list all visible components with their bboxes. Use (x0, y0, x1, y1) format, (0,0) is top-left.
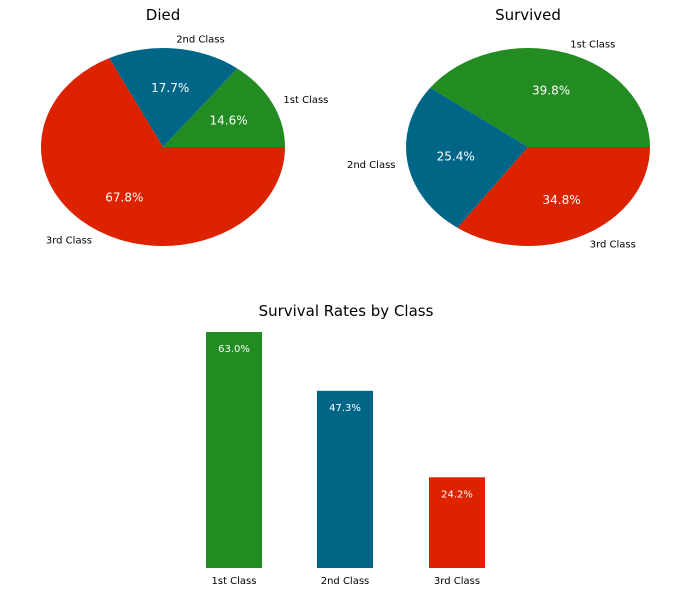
died-category-label-3rd-class: 3rd Class (46, 235, 92, 246)
survival-rate-bar-chart: Survival Rates by Class 63.0%47.3%24.2% … (206, 302, 485, 587)
survived-percent-label-2nd-class: 25.4% (437, 149, 475, 163)
bar-x-tick-labels: 1st Class 2nd Class 3rd Class (212, 576, 481, 587)
died-percent-label-2nd-class: 17.7% (151, 81, 189, 95)
died-pie-labels: 14.6% 1st Class 17.7% 2nd Class 67.8% 3rd Cla… (46, 35, 329, 247)
bar-value-labels: 63.0% 47.3% 24.2% (218, 344, 473, 500)
bar-tick-label-1st-class: 1st Class (212, 576, 257, 587)
died-pie-slices (40, 47, 285, 246)
survived-percent-label-3rd-class: 34.8% (543, 193, 581, 207)
died-slice-1st-class (163, 68, 285, 147)
died-slice-2nd-class (109, 47, 238, 148)
bar-chart-title: Survival Rates by Class (259, 302, 434, 320)
survived-slice-2nd-class (406, 87, 528, 228)
bar-3rd-class (429, 477, 485, 568)
bar-tick-label-2nd-class: 2nd Class (321, 576, 370, 587)
bar-tick-label-3rd-class: 3rd Class (434, 576, 480, 587)
survived-category-label-2nd-class: 2nd Class (347, 160, 396, 171)
survived-pie-title: Survived (495, 6, 561, 24)
survived-category-label-3rd-class: 3rd Class (590, 240, 636, 251)
survived-pie-chart: Survived 39.8% 1st Class 25.4% 2nd Class 34.… (347, 6, 650, 251)
bar-series (206, 332, 485, 568)
survived-percent-label-1st-class: 39.8% (532, 84, 570, 98)
bar-2nd-class (317, 390, 373, 568)
survived-pie-labels: 39.8% 1st Class 25.4% 2nd Class 34.8% 3rd Cla… (347, 40, 636, 251)
died-category-label-2nd-class: 2nd Class (176, 35, 225, 46)
died-percent-label-1st-class: 14.6% (210, 114, 248, 128)
died-slice-3rd-class (40, 58, 285, 246)
died-category-label-1st-class: 1st Class (283, 95, 328, 106)
died-pie-chart: Died 14.6% 1st Class 17.7% 2nd Class 67.8% 3r… (40, 6, 329, 247)
died-percent-label-3rd-class: 67.8% (105, 190, 143, 204)
bar-value-label-1st-class: 63.0% (218, 344, 250, 355)
survived-category-label-1st-class: 1st Class (570, 40, 615, 51)
survived-pie-slices (406, 48, 650, 247)
survived-slice-3rd-class (457, 147, 650, 247)
bar-value-label-2nd-class: 47.3% (329, 403, 361, 414)
bar-1st-class (206, 332, 262, 568)
died-pie-title: Died (146, 6, 180, 24)
bar-value-label-3rd-class: 24.2% (441, 489, 473, 500)
survived-slice-1st-class (430, 48, 650, 148)
